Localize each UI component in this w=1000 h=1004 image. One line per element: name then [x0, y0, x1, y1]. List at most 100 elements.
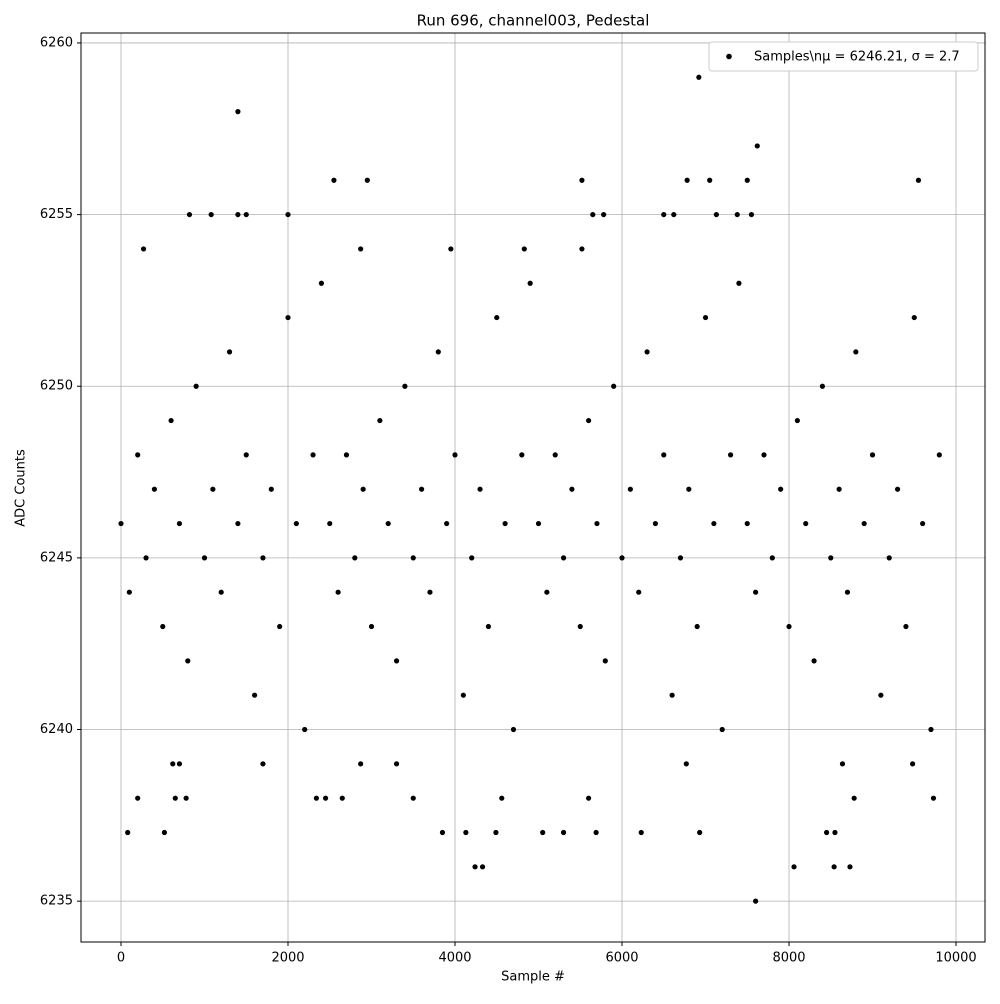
point	[744, 177, 750, 183]
point	[183, 795, 189, 801]
point	[836, 486, 842, 492]
legend: Samples\nμ = 6246.21, σ = 2.7	[708, 41, 979, 72]
x-tick-label: 0	[117, 951, 125, 966]
point	[823, 829, 830, 836]
point	[694, 623, 700, 630]
point	[168, 417, 174, 424]
point	[786, 623, 792, 630]
point	[364, 177, 370, 183]
point	[560, 555, 567, 561]
point	[339, 795, 345, 801]
point	[794, 417, 800, 424]
point	[439, 829, 446, 836]
point	[331, 177, 337, 183]
point	[540, 829, 546, 836]
point	[235, 109, 241, 115]
y-tick-label: 6260	[40, 35, 73, 50]
point	[579, 246, 585, 252]
point	[915, 177, 922, 183]
point	[469, 555, 475, 561]
point	[928, 726, 934, 733]
point	[170, 761, 176, 767]
point	[594, 520, 600, 527]
point	[368, 623, 375, 630]
point	[327, 520, 333, 527]
point	[586, 417, 592, 424]
point	[586, 795, 592, 801]
point	[243, 211, 249, 218]
x-axis-label: Sample #	[501, 970, 565, 985]
point	[861, 520, 867, 527]
point	[579, 177, 585, 183]
point	[310, 452, 316, 458]
point	[358, 761, 364, 767]
point	[410, 555, 416, 561]
point	[201, 555, 208, 561]
point	[702, 314, 709, 321]
point	[736, 280, 742, 286]
x-tick-label: 8000	[772, 951, 805, 966]
point	[218, 589, 224, 595]
point	[552, 452, 558, 458]
y-tick-label: 6240	[40, 722, 73, 737]
point	[302, 726, 308, 733]
x-tick-label: 2000	[271, 951, 304, 966]
point	[419, 486, 425, 492]
point	[243, 452, 249, 458]
point	[260, 761, 266, 767]
point	[652, 520, 659, 527]
point	[930, 795, 937, 801]
point	[671, 211, 677, 218]
point	[535, 520, 542, 527]
point	[135, 795, 141, 801]
point	[748, 211, 755, 218]
point	[293, 520, 299, 527]
point	[268, 486, 274, 492]
point	[602, 658, 608, 664]
point	[485, 623, 492, 630]
point	[260, 555, 266, 561]
point	[463, 829, 469, 836]
point	[727, 452, 734, 458]
point	[661, 211, 667, 218]
point	[744, 520, 750, 527]
point	[853, 349, 859, 355]
point	[510, 726, 517, 733]
point	[358, 246, 364, 252]
point	[460, 692, 466, 698]
point	[844, 589, 851, 595]
point	[318, 280, 325, 286]
point	[176, 761, 183, 767]
point	[143, 555, 149, 561]
point	[753, 898, 759, 904]
point	[235, 211, 241, 218]
point	[118, 520, 124, 527]
point	[832, 829, 838, 836]
point	[313, 795, 319, 801]
point	[831, 864, 837, 870]
point	[803, 520, 809, 527]
legend-marker	[726, 53, 732, 60]
y-tick-label: 6245	[40, 550, 73, 565]
point	[499, 795, 505, 801]
points	[118, 74, 942, 904]
x-tick-label: 4000	[438, 951, 471, 966]
point	[611, 383, 617, 389]
point	[778, 486, 784, 492]
point	[335, 589, 341, 595]
point	[886, 555, 892, 561]
point	[677, 555, 684, 561]
point	[126, 589, 132, 595]
y-tick-label: 6235	[40, 894, 73, 909]
point	[493, 829, 499, 836]
point	[285, 211, 291, 218]
point	[619, 555, 625, 561]
point	[753, 589, 759, 595]
point	[161, 829, 168, 836]
point	[393, 658, 400, 664]
point	[734, 211, 740, 218]
point	[151, 486, 157, 492]
y-tick-label: 6250	[40, 379, 73, 394]
point	[910, 761, 916, 767]
